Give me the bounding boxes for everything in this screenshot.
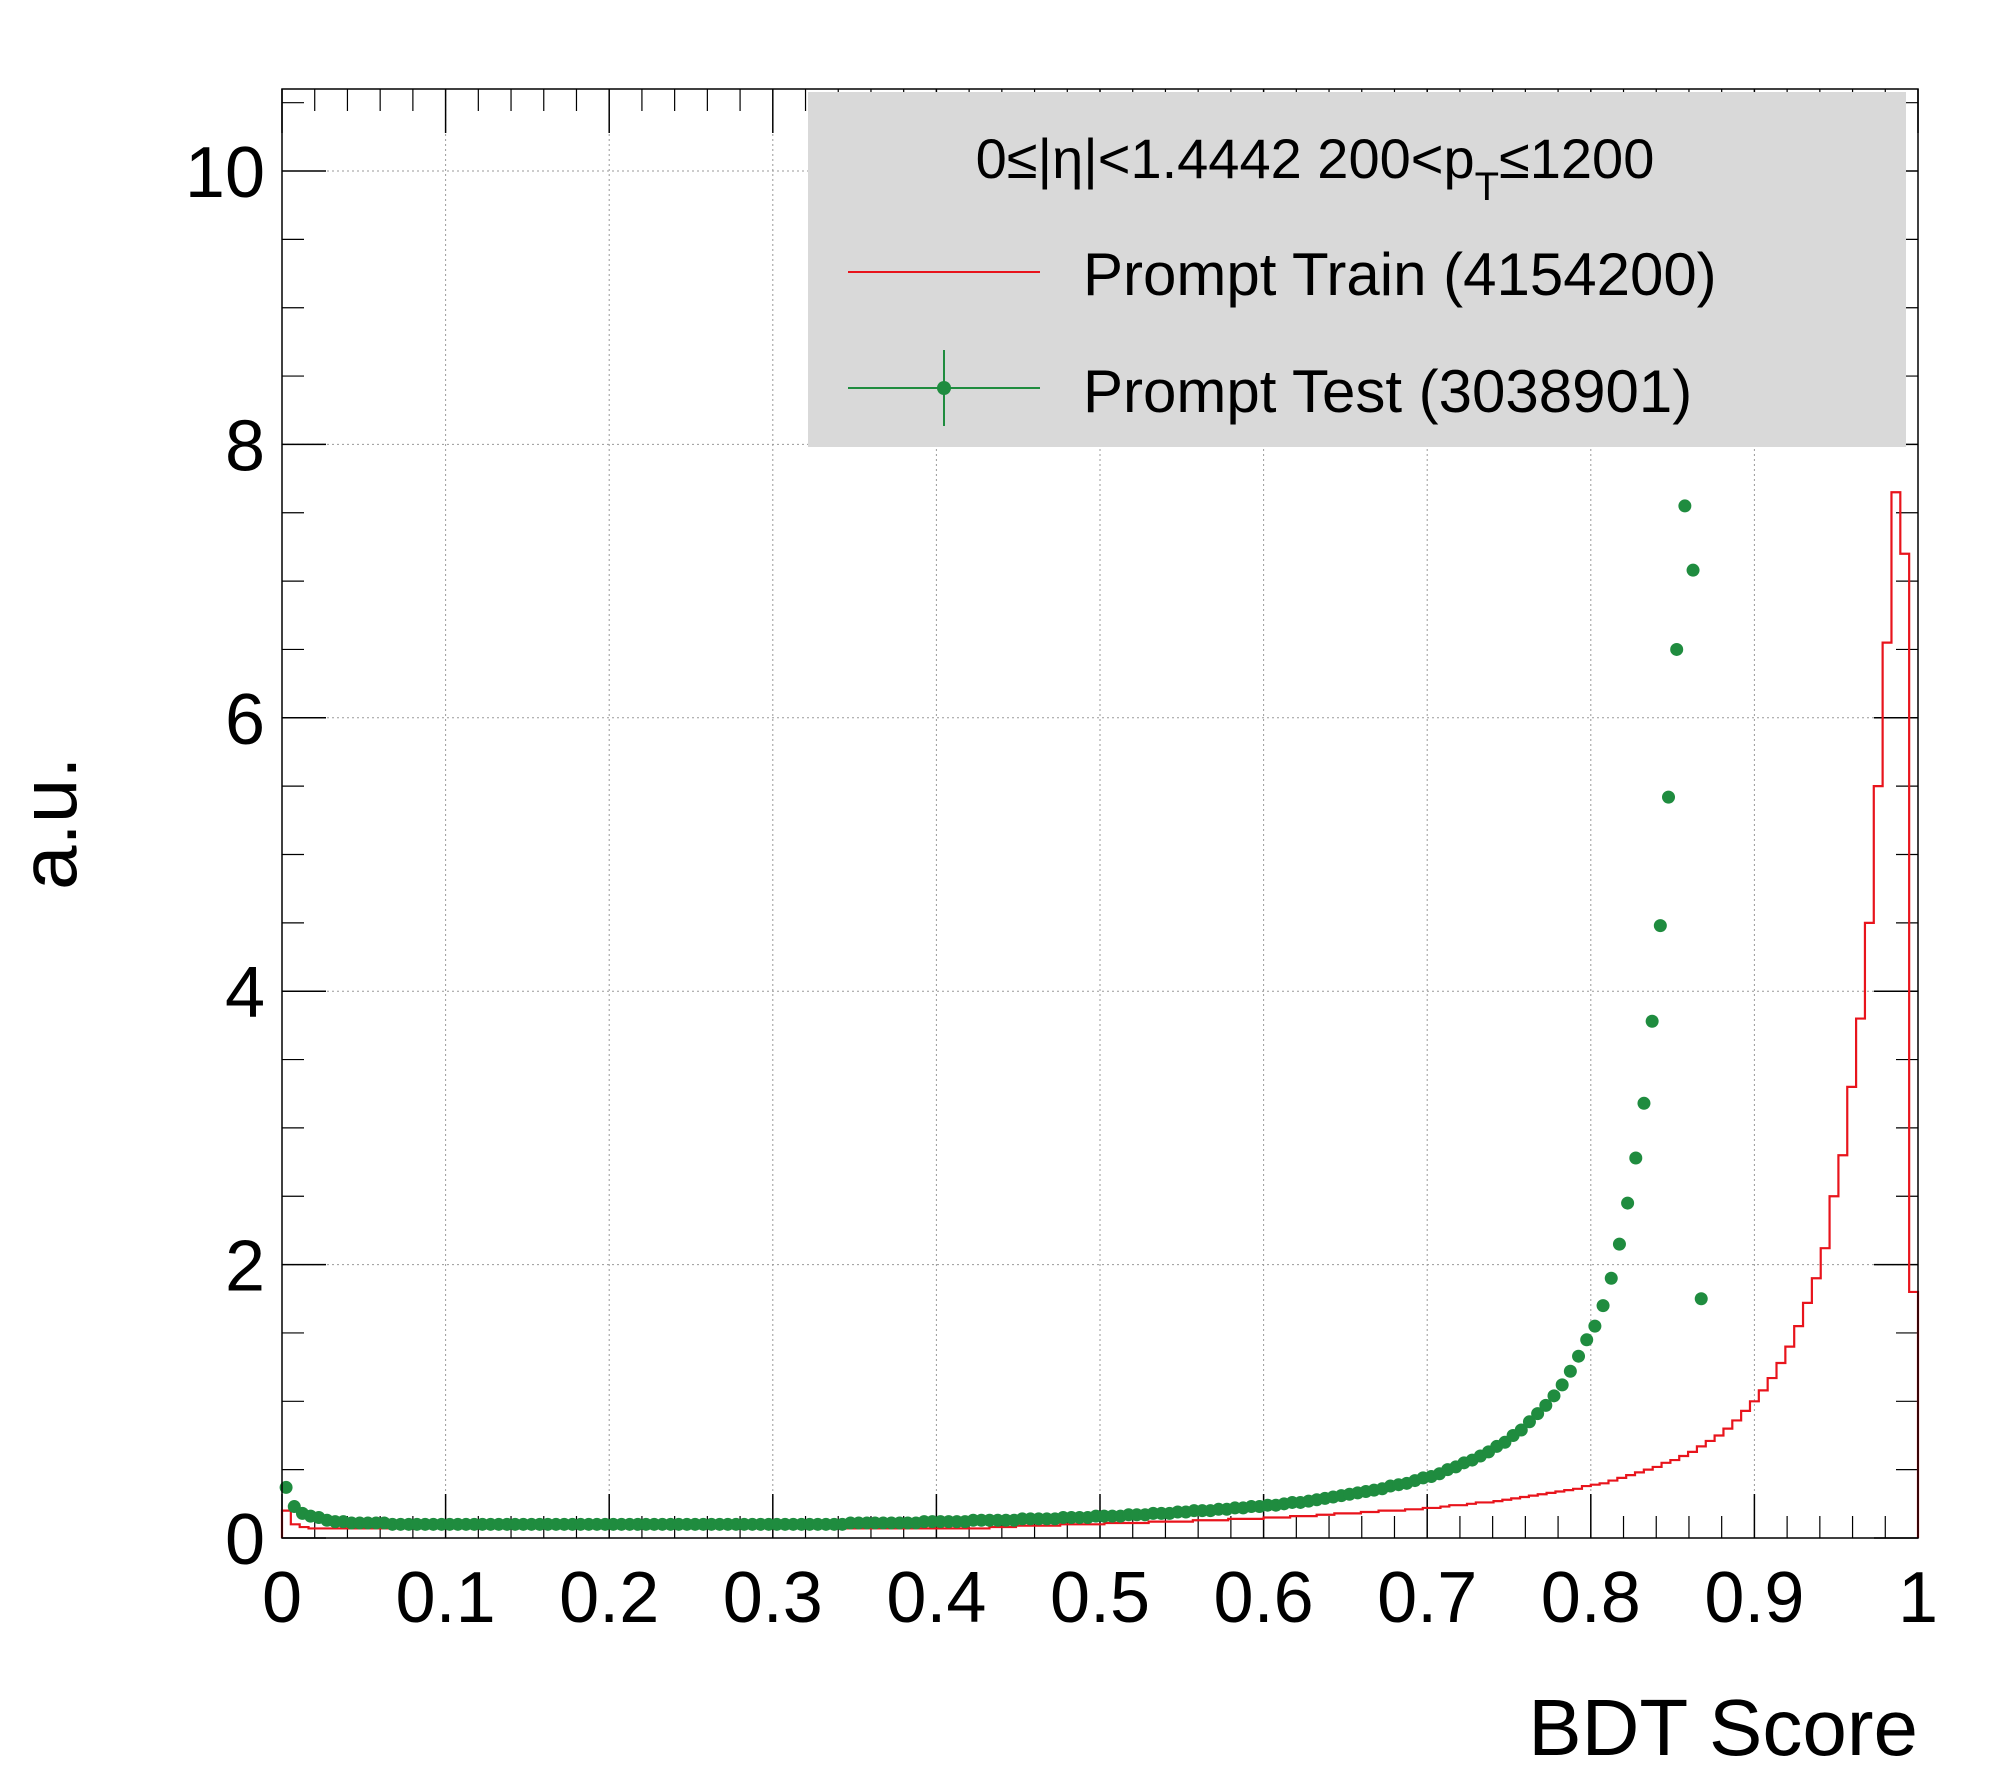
test-marker — [1645, 1014, 1659, 1028]
legend-test-swatch-marker — [937, 381, 951, 395]
x-tick-label: 0.8 — [1541, 1558, 1641, 1638]
test-marker — [1621, 1196, 1635, 1210]
legend-train-label: Prompt Train (4154200) — [1083, 241, 1717, 308]
test-marker — [1604, 1271, 1618, 1285]
test-marker — [1563, 1364, 1577, 1378]
x-tick-labels: 0 0.1 0.2 0.3 0.4 0.5 0.6 0.7 0.8 0.9 1 — [262, 1558, 1938, 1638]
legend-header-tail: ≤1200 — [1499, 127, 1654, 190]
test-marker — [1637, 1096, 1651, 1110]
legend-header-subscript: T — [1475, 165, 1499, 209]
x-tick-label: 0.1 — [396, 1558, 496, 1638]
x-tick-label: 0.5 — [1050, 1558, 1150, 1638]
test-marker — [1580, 1333, 1594, 1347]
y-tick-label: 0 — [225, 1500, 265, 1580]
legend: 0≤|η|<1.4442 200<pT≤1200 Prompt Train (4… — [808, 92, 1906, 447]
plot-frame — [281, 88, 1919, 1539]
test-marker — [1547, 1389, 1561, 1403]
legend-test-label: Prompt Test (3038901) — [1083, 358, 1692, 425]
test-marker — [1694, 1292, 1708, 1306]
legend-header: 0≤|η|<1.4442 200<pT≤1200 — [976, 127, 1655, 209]
y-axis-label: a.u. — [4, 757, 93, 890]
test-marker — [1670, 642, 1684, 656]
x-tick-label: 0.9 — [1704, 1558, 1804, 1638]
test-marker — [1572, 1349, 1586, 1363]
x-tick-label: 0.3 — [723, 1558, 823, 1638]
test-marker — [1629, 1151, 1643, 1165]
test-marker — [1522, 1415, 1536, 1429]
y-tick-label: 10 — [185, 133, 265, 213]
x-tick-label: 1 — [1898, 1558, 1938, 1638]
test-marker — [1514, 1423, 1528, 1437]
test-marker — [279, 1480, 293, 1494]
y-tick-label: 6 — [225, 680, 265, 760]
test-marker — [1662, 790, 1676, 804]
x-tick-label: 0.4 — [886, 1558, 986, 1638]
test-marker — [1596, 1299, 1610, 1313]
test-marker — [1531, 1407, 1545, 1421]
test-marker — [1588, 1319, 1602, 1333]
x-tick-label: 0.6 — [1214, 1558, 1314, 1638]
y-tick-label: 2 — [225, 1227, 265, 1307]
test-marker — [1686, 563, 1700, 577]
series-prompt-test — [279, 499, 1708, 1531]
test-marker — [1612, 1237, 1626, 1251]
y-tick-label: 4 — [225, 953, 265, 1033]
test-marker — [1653, 919, 1667, 933]
y-tick-label: 8 — [225, 406, 265, 486]
x-tick-label: 0.7 — [1377, 1558, 1477, 1638]
test-marker — [1678, 499, 1692, 513]
y-tick-labels: 0 2 4 6 8 10 — [185, 133, 265, 1580]
legend-header-main: 0≤|η|<1.4442 200<p — [976, 127, 1475, 190]
x-tick-label: 0.2 — [559, 1558, 659, 1638]
x-axis-label: BDT Score — [1528, 1683, 1918, 1772]
test-marker — [1555, 1378, 1569, 1392]
test-marker — [1539, 1398, 1553, 1412]
x-tick-label: 0 — [262, 1558, 302, 1638]
